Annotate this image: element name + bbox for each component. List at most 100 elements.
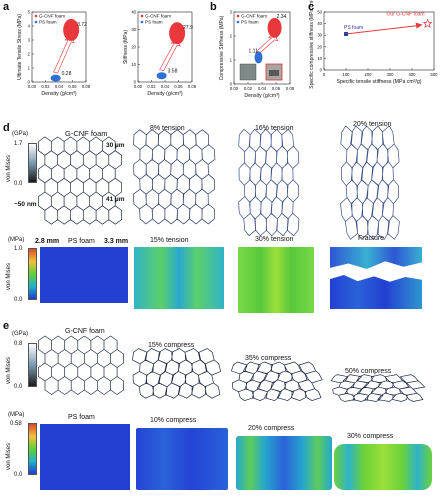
e-caption-1: 15% compress bbox=[148, 342, 195, 349]
y-tick-label: 20 bbox=[317, 44, 322, 49]
point-gcnf bbox=[63, 18, 80, 41]
x-axis-label: Density (g/cm³) bbox=[147, 91, 182, 97]
y-tick-label: 30 bbox=[317, 33, 322, 38]
d-ps-vm-label: von Mises bbox=[6, 262, 12, 290]
d-caption-1: 8% tension bbox=[150, 125, 185, 132]
x-tick-label: 400 bbox=[409, 72, 417, 77]
d-dim-33: 3.3 mm bbox=[104, 238, 129, 245]
panel-label-b: b bbox=[210, 1, 217, 13]
e-honeycomb-15pct bbox=[132, 348, 222, 399]
e-ps-min: 0.0 bbox=[14, 472, 23, 478]
chart-a-right: 0.00 0.02 0.04 0.06 0.08 0 10 20 30 40 Density (g/… bbox=[123, 10, 197, 98]
e-ps-max: 0.58 bbox=[10, 421, 22, 427]
legend-label-0: G-CNF foam bbox=[241, 14, 267, 19]
y-tick-label: 1 bbox=[28, 66, 31, 71]
honeycomb-cells bbox=[230, 361, 323, 401]
y-tick-label: 2 bbox=[230, 34, 233, 39]
y-tick-label: 0 bbox=[134, 80, 137, 85]
y-tick-label: 0 bbox=[320, 68, 323, 73]
panel-label-a: a bbox=[3, 1, 10, 13]
e-ps-block-0 bbox=[40, 424, 130, 490]
y-axis-label: Stiffness (MPa) bbox=[123, 30, 129, 64]
e-honeycomb-50pct bbox=[330, 374, 426, 402]
x-axis-label: Density (g/cm³) bbox=[41, 91, 76, 97]
y-tick-label: 10 bbox=[131, 62, 136, 67]
d-honeycomb-16pct bbox=[238, 128, 300, 237]
x-tick-label: 0.00 bbox=[230, 86, 239, 91]
x-tick-label: 0.04 bbox=[161, 84, 170, 89]
d-caption-2: 16% tension bbox=[255, 125, 294, 132]
value-label-ps: 3.58 bbox=[168, 69, 178, 75]
y-tick-label: 50 bbox=[317, 10, 322, 15]
value-label-gcnf: 2.34 bbox=[277, 14, 287, 20]
y-axis-label: Specific compressive stiffness (MPa cm³/… bbox=[309, 0, 315, 89]
panel-label-d: d bbox=[3, 122, 10, 134]
e-caption-3: 50% compress bbox=[345, 368, 392, 375]
x-tick-label: 0.02 bbox=[147, 84, 156, 89]
honeycomb-cells bbox=[133, 129, 216, 225]
y-tick-label: 0 bbox=[28, 80, 31, 85]
e-caption-2: 35% compress bbox=[245, 355, 292, 362]
y-tick-label: 20 bbox=[131, 45, 136, 50]
legend-dot-1 bbox=[140, 20, 144, 24]
point-ps bbox=[254, 51, 263, 64]
legend-dot-1 bbox=[236, 20, 240, 24]
x-tick-label: 100 bbox=[343, 72, 351, 77]
x-tick-label: 0.08 bbox=[286, 86, 295, 91]
d-scale-max: 1.7 bbox=[14, 141, 23, 147]
d-dim-41: 41 µm bbox=[106, 196, 125, 203]
d-ps-block-30pct bbox=[238, 247, 314, 313]
y-tick-label: 1 bbox=[230, 58, 233, 63]
chart-c: 0 100 200 300 400 500 0 10 20 30 40 50 Specific tens… bbox=[309, 0, 438, 89]
point-ps bbox=[50, 74, 61, 82]
fracture-lower bbox=[330, 275, 422, 309]
legend-label-1: PS foam bbox=[145, 20, 163, 25]
value-label-gcnf: 3.72 bbox=[77, 22, 87, 28]
d-ps-block-15pct bbox=[134, 247, 224, 309]
d-scale-unit: (GPa) bbox=[12, 131, 29, 137]
x-tick-label: 200 bbox=[365, 72, 373, 77]
d-ps-title: PS foam bbox=[68, 238, 95, 245]
trend-arrowhead bbox=[415, 22, 423, 29]
d-ps-block-fracture bbox=[330, 247, 422, 309]
x-tick-label: 0.06 bbox=[174, 84, 183, 89]
d-ps-colorbar bbox=[28, 248, 37, 300]
x-tick-label: 300 bbox=[387, 72, 395, 77]
fracture-upper bbox=[330, 247, 422, 269]
point-gcnf bbox=[169, 22, 186, 45]
e-ps-block-20pct bbox=[236, 436, 332, 490]
legend-dot-0 bbox=[140, 14, 144, 18]
d-dim-28: 2.8 mm bbox=[35, 238, 60, 245]
x-tick-label: 0.02 bbox=[244, 86, 253, 91]
legend-label-0: G-CNF foam bbox=[39, 14, 65, 19]
x-tick-label: 0.08 bbox=[188, 84, 197, 89]
legend-label-1: PS foam bbox=[241, 20, 259, 25]
d-colorbar bbox=[28, 143, 37, 183]
e-ps-caption-1: 10% compress bbox=[150, 417, 197, 424]
d-ps-caption-2: 30% tension bbox=[255, 236, 294, 243]
e-scale-min: 0.0 bbox=[14, 384, 23, 390]
honeycomb-cells bbox=[132, 348, 222, 399]
d-ps-min: 0.0 bbox=[14, 297, 23, 303]
panel-label-c: c bbox=[308, 1, 315, 13]
d-vm-label: von Mises bbox=[6, 154, 12, 182]
honeycomb-cells bbox=[238, 128, 300, 237]
chart-b: 0.00 0.02 0.04 0.06 0.08 0 1 2 3 Density (g/cm³) C… bbox=[219, 10, 295, 100]
y-axis-label: Compressive Stiffness (MPa) bbox=[219, 15, 225, 80]
d-honeycomb-20pct bbox=[340, 125, 400, 240]
y-tick-label: 5 bbox=[28, 10, 31, 15]
e-ps-vm-label: von Mises bbox=[6, 442, 12, 470]
y-tick-label: 3 bbox=[230, 10, 233, 15]
y-tick-label: 4 bbox=[28, 24, 31, 29]
e-gcnf-title: G-CNF foam bbox=[65, 328, 105, 335]
e-ps-unit: (MPa) bbox=[8, 412, 25, 418]
chart-a-tensile-stress: 0.00 0.02 0.04 0.06 0.08 0 1 2 3 4 5 Density (g/cm³… bbox=[17, 0, 438, 100]
d-ps-caption-1: 15% tension bbox=[150, 237, 189, 244]
d-dim-30: 30 µm bbox=[106, 142, 125, 149]
value-label-gcnf: Our G-CNF foam bbox=[387, 12, 425, 18]
value-label-gcnf: 27.9 bbox=[183, 25, 193, 31]
e-ps-caption-3: 30% compress bbox=[347, 433, 394, 440]
x-tick-label: 500 bbox=[431, 72, 439, 77]
legend-label-0: G-CNF foam bbox=[145, 14, 171, 19]
